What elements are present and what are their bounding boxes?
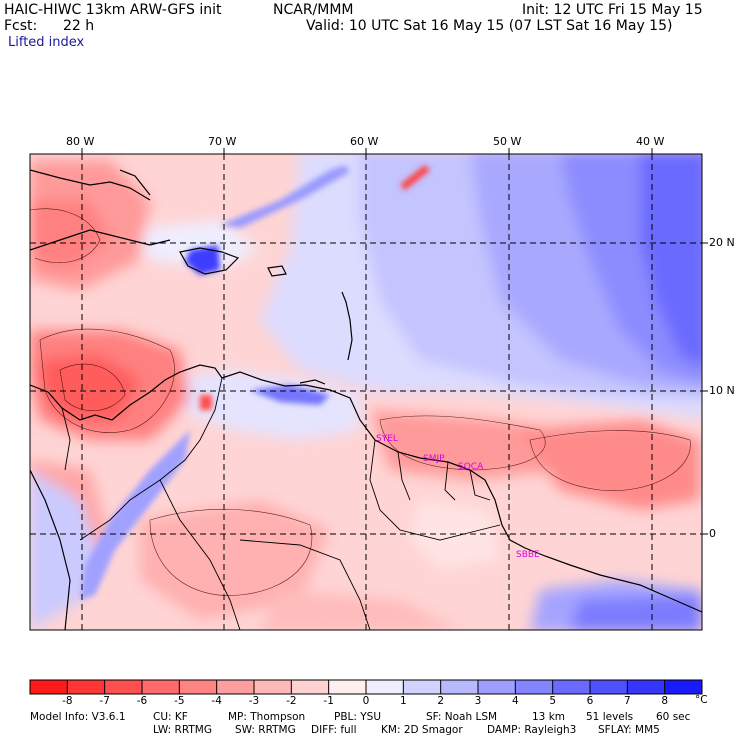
colorbar-tick-label: 1 bbox=[399, 695, 407, 707]
colorbar-cell bbox=[515, 680, 554, 694]
colorbar-tick-label: -2 bbox=[286, 695, 297, 707]
colorbar-tick-label: -7 bbox=[99, 695, 110, 707]
colorbar-frame bbox=[29, 679, 703, 695]
colorbar-cell bbox=[67, 680, 106, 694]
lat-label-10n: 10 N bbox=[709, 384, 735, 397]
damp-scheme: DAMP: Rayleigh3 bbox=[487, 724, 577, 736]
colorbar-cell bbox=[664, 680, 703, 694]
coastlines bbox=[30, 169, 702, 630]
colorbar-tick-label: 7 bbox=[623, 695, 631, 707]
timestep: 60 sec bbox=[656, 711, 691, 723]
diff-scheme: DIFF: full bbox=[311, 724, 357, 736]
colorbar-cell bbox=[328, 680, 367, 694]
station-label-smjp: SMJP bbox=[423, 454, 445, 464]
colorbar-tick-label: -6 bbox=[136, 695, 148, 707]
station-label-syel: SYEL bbox=[376, 434, 398, 444]
forecast-hour: 22 h bbox=[63, 18, 95, 34]
colorbar-tick-label: 8 bbox=[661, 695, 668, 707]
lon-label-60w: 60 W bbox=[350, 135, 379, 148]
lon-label-70w: 70 W bbox=[208, 135, 237, 148]
colorbar-tick-label: 4 bbox=[511, 695, 519, 707]
station-label-soca: SOCA bbox=[458, 462, 484, 472]
valid-time: Valid: 10 UTC Sat 16 May 15 (07 LST Sat … bbox=[306, 18, 673, 34]
colorbar-cell bbox=[179, 680, 218, 694]
sflay-scheme: SFLAY: MM5 bbox=[598, 724, 660, 736]
colorbar-tick-label: 5 bbox=[549, 695, 556, 707]
colorbar-unit: °C bbox=[695, 694, 708, 706]
colorbar-tick-label: 6 bbox=[586, 695, 594, 707]
sf-scheme: SF: Noah LSM bbox=[426, 711, 498, 723]
lon-label-80w: 80 W bbox=[66, 135, 95, 148]
colorbar-tick-label: -4 bbox=[211, 695, 222, 707]
colorbar-tick-label: 2 bbox=[437, 695, 444, 707]
colorbar-tick-label: -1 bbox=[323, 695, 334, 707]
resolution: 13 km bbox=[532, 711, 566, 723]
colorbar-tick-label: 3 bbox=[474, 695, 482, 707]
colorbar-cell bbox=[552, 680, 591, 694]
colorbar-cell bbox=[104, 680, 143, 694]
colorbar-cell bbox=[254, 680, 292, 694]
lon-label-40w: 40 W bbox=[636, 135, 665, 148]
lw-scheme: LW: RRTMG bbox=[153, 724, 212, 736]
lat-label-20n: 20 N bbox=[709, 236, 735, 249]
colorbar-tick-label: -3 bbox=[248, 695, 260, 707]
country-borders bbox=[61, 377, 501, 630]
colorbar-cells bbox=[30, 680, 703, 694]
lon-label-50w: 50 W bbox=[493, 135, 522, 148]
forecast-label: Fcst: bbox=[4, 18, 38, 34]
colorbar-tick-label: -5 bbox=[174, 695, 185, 707]
colorbar-tick-label: 0 bbox=[362, 695, 370, 707]
init-time: Init: 12 UTC Fri 15 May 15 bbox=[522, 2, 703, 18]
pbl-scheme: PBL: YSU bbox=[334, 711, 382, 723]
colorbar-cell bbox=[478, 680, 516, 694]
lat-label-0: 0 bbox=[709, 527, 716, 540]
colorbar-cell bbox=[30, 680, 68, 694]
colorbar-cell bbox=[216, 680, 255, 694]
colorbar-cell bbox=[627, 680, 666, 694]
model-info: Model Info: V3.6.1 bbox=[30, 711, 126, 723]
institution-label: NCAR/MMM bbox=[273, 2, 354, 18]
levels: 51 levels bbox=[586, 711, 634, 723]
colorbar-cell bbox=[142, 680, 180, 694]
model-title: HAIC-HIWC 13km ARW-GFS init bbox=[4, 2, 222, 18]
colorbar-cell bbox=[440, 680, 479, 694]
colorbar-cell bbox=[403, 680, 442, 694]
colorbar-cell bbox=[590, 680, 628, 694]
contours bbox=[30, 208, 691, 596]
sw-scheme: SW: RRTMG bbox=[235, 724, 296, 736]
axis-ticks bbox=[81, 148, 708, 535]
colorbar-tick-label: -8 bbox=[62, 695, 73, 707]
map-field: SYEL SMJP SOCA SBBE bbox=[30, 154, 702, 630]
mp-scheme: MP: Thompson bbox=[228, 711, 306, 723]
colorbar-cell bbox=[291, 680, 330, 694]
cu-scheme: CU: KF bbox=[153, 711, 188, 723]
station-label-sbbe: SBBE bbox=[516, 550, 540, 560]
colorbar-cell bbox=[366, 680, 404, 694]
field-name: Lifted index bbox=[8, 35, 85, 50]
km-scheme: KM: 2D Smagor bbox=[381, 724, 463, 736]
